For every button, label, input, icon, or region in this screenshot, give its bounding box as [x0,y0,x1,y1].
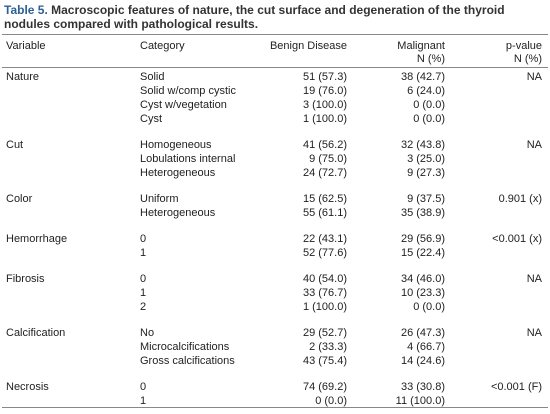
malignant: 9 (27.3) [407,167,445,179]
category: 2 [140,301,147,313]
category: 1 [140,247,147,259]
category: 0 [140,273,147,285]
header-cell: p-value [505,40,542,52]
p-value: NA [526,71,542,83]
variable: Color [6,193,33,205]
rule [2,67,548,68]
category: 0 [140,233,147,245]
p-value: NA [526,139,542,151]
variable: Cut [6,139,24,151]
benign: 1 (100.0) [302,113,347,125]
category: Microcalcifications [140,341,230,353]
header-cell: N (%) [513,53,542,65]
benign: 29 (52.7) [302,327,347,339]
benign: 40 (54.0) [302,273,347,285]
malignant: 15 (22.4) [400,247,445,259]
variable: Necrosis [6,381,49,393]
category: Gross calcifications [140,355,235,367]
malignant: 33 (30.8) [400,381,445,393]
benign: 24 (72.7) [302,167,347,179]
malignant: 0 (0.0) [413,99,445,111]
benign: 9 (75.0) [309,153,347,165]
benign: 2 (33.3) [309,341,347,353]
caption: Table 5. Macroscopic features of nature,… [4,3,546,31]
category: Homogeneous [140,139,212,151]
variable: Nature [6,71,40,83]
benign: 55 (61.1) [302,207,347,219]
malignant: 4 (66.7) [407,341,445,353]
malignant: 29 (56.9) [400,233,445,245]
header-cell: Malignant [397,40,445,52]
benign: 51 (57.3) [302,71,347,83]
malignant: 35 (38.9) [400,207,445,219]
benign: 43 (75.4) [302,355,347,367]
category: Lobulations internal [140,153,236,165]
malignant: 3 (25.0) [407,153,445,165]
malignant: 32 (43.8) [400,139,445,151]
caption-label: Table 5. [4,3,48,17]
category: Cyst w/vegetation [140,99,227,111]
category: Solid [140,71,165,83]
category: 1 [140,395,147,407]
header-cell: Variable [6,40,46,52]
malignant: 6 (24.0) [407,85,445,97]
p-value: NA [526,327,542,339]
caption-text: Macroscopic features of nature, the cut … [4,3,505,31]
category: Uniform [140,193,179,205]
p-value: 0.901 (x) [498,193,542,205]
rule [2,34,548,35]
header-cell: Category [140,40,185,52]
benign: 41 (56.2) [302,139,347,151]
benign: 74 (69.2) [302,381,347,393]
variable: Calcification [6,327,66,339]
header-cell: N (%) [416,53,445,65]
benign: 19 (76.0) [302,85,347,97]
benign: 22 (43.1) [302,233,347,245]
benign: 52 (77.6) [302,247,347,259]
benign: 1 (100.0) [302,301,347,313]
benign: 15 (62.5) [302,193,347,205]
variable: Fibrosis [6,273,45,285]
variable: Hemorrhage [6,233,68,245]
category: Solid w/comp cystic [140,85,236,97]
category: Cyst [140,113,162,125]
p-value: <0.001 (F) [490,381,542,393]
header-cell: Benign Disease [269,40,347,52]
p-value: NA [526,273,542,285]
category: 0 [140,381,147,393]
malignant: 9 (37.5) [407,193,445,205]
category: Heterogeneous [140,167,216,179]
malignant: 0 (0.0) [413,113,445,125]
malignant: 34 (46.0) [400,273,445,285]
benign: 33 (76.7) [302,287,347,299]
p-value: <0.001 (x) [492,233,542,245]
benign: 3 (100.0) [302,99,347,111]
malignant: 38 (42.7) [400,71,445,83]
malignant: 14 (24.6) [400,355,445,367]
benign: 0 (0.0) [315,395,347,407]
malignant: 0 (0.0) [413,301,445,313]
category: No [140,327,155,339]
malignant: 10 (23.3) [400,287,445,299]
malignant: 26 (47.3) [400,327,445,339]
malignant: 11 (100.0) [395,395,445,407]
category: 1 [140,287,147,299]
rule [2,407,548,408]
category: Heterogeneous [140,207,216,219]
